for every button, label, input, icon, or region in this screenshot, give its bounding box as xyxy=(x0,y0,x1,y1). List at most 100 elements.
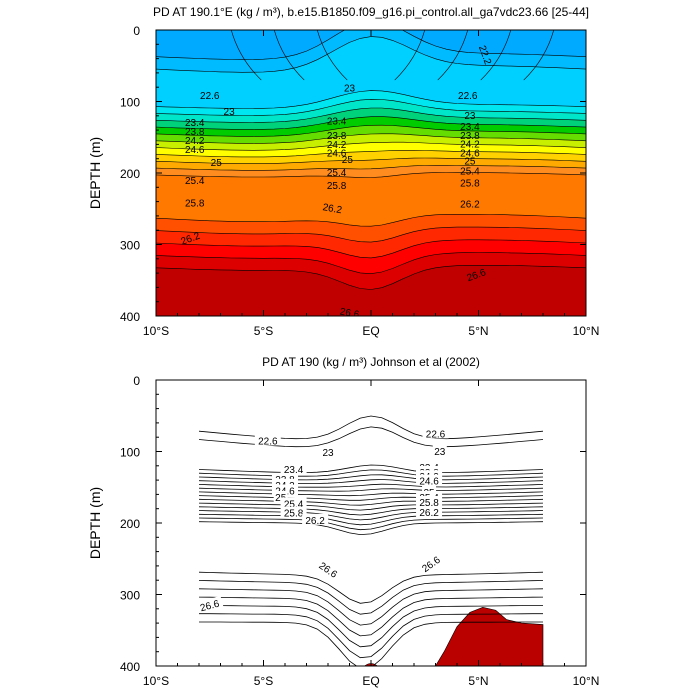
contour-label-bg xyxy=(280,463,307,475)
contour-label-text: 25.8 xyxy=(185,199,205,210)
x-tick-label: 5°S xyxy=(254,674,273,688)
contour-label-text: 23 xyxy=(464,111,476,122)
contour-label-text: 25.4 xyxy=(284,499,304,510)
contour-line xyxy=(198,596,544,637)
contour-label: 26.2 xyxy=(416,505,443,519)
contour-line xyxy=(437,30,469,81)
model-y-axis: 0 100 200 300 400 xyxy=(120,24,586,324)
contour-label-text: 26.6 xyxy=(199,598,221,614)
contour-label-bg xyxy=(315,556,343,581)
contour-line xyxy=(156,36,586,73)
y-tick-label: 100 xyxy=(120,446,140,460)
contour-label-text: 22.6 xyxy=(200,91,220,102)
contour-line xyxy=(230,30,262,81)
observation-panel-title: PD AT 190 (kg / m³) Johnson et al (2002) xyxy=(262,355,480,369)
contour-line xyxy=(480,30,512,81)
contour-label: 25.4 xyxy=(280,497,307,510)
y-tick-label: 300 xyxy=(120,239,140,253)
y-tick-label: 300 xyxy=(120,589,140,603)
x-tick-label: 5°N xyxy=(468,324,488,338)
contour-label-text: 24.2 xyxy=(327,140,347,151)
contour-label-text: 25.8 xyxy=(419,498,439,509)
x-tick-label: EQ xyxy=(362,324,379,338)
contour-line xyxy=(156,141,586,151)
contour-line xyxy=(156,30,586,60)
contour-line xyxy=(156,226,586,243)
contour-line xyxy=(394,30,426,81)
contour-line xyxy=(156,98,586,116)
contour-label-text: 24.6 xyxy=(419,477,439,488)
contour-label-text: 26.2 xyxy=(419,508,439,519)
contour-line xyxy=(198,464,544,474)
contour-label-text: 23 xyxy=(224,107,236,118)
contour-label: 25.4 xyxy=(185,176,205,187)
contour-label-text: 24.6 xyxy=(460,149,480,160)
contour-label: 24.6 xyxy=(416,474,443,488)
contour-label: 25.8 xyxy=(280,506,307,520)
contour-line xyxy=(156,107,586,123)
contour-label: 25.8 xyxy=(327,181,347,192)
y-tick-label: 400 xyxy=(120,310,140,324)
contour-line xyxy=(198,474,544,481)
contour-label-text: 23.8 xyxy=(327,131,347,142)
contour-line xyxy=(156,124,586,137)
contour-line xyxy=(198,487,544,492)
contour-label: 25.8 xyxy=(460,179,480,190)
contour-label-bg xyxy=(273,490,288,502)
contour-line xyxy=(156,90,586,109)
contour-line xyxy=(198,426,544,448)
x-tick-label: 5°N xyxy=(468,674,488,688)
model-y-axis-label: DEPTH (m) xyxy=(87,137,103,209)
contour-label: 23 xyxy=(224,107,236,118)
contour-label-text: 26.2 xyxy=(305,516,325,527)
contour-label: 25.4 xyxy=(460,167,480,178)
contour-line xyxy=(156,214,586,227)
contour-line xyxy=(198,506,544,516)
contour-label-bg xyxy=(272,473,298,485)
observation-panel: PD AT 190 (kg / m³) Johnson et al (2002)… xyxy=(87,355,599,688)
contour-label-bg xyxy=(416,474,443,486)
contour-label-text: 26.2 xyxy=(322,202,344,216)
contour-label-text: 25.4 xyxy=(327,168,347,179)
contour-line xyxy=(156,116,586,130)
contour-label-text: 23 xyxy=(322,448,334,459)
contour-label-text: 22.6 xyxy=(426,429,446,440)
contour-label-bg xyxy=(416,505,443,517)
contour-label: 25.4 xyxy=(327,168,347,179)
contour-label: 26.6 xyxy=(416,551,445,576)
x-tick-label: 5°S xyxy=(254,324,273,338)
contour-label-text: 23.4 xyxy=(460,122,480,133)
y-tick-label: 200 xyxy=(120,517,140,531)
contour-label-text: 23.4 xyxy=(185,118,205,129)
contour-label-bg xyxy=(302,513,329,525)
contour-label: 22.6 xyxy=(200,91,220,102)
x-tick-label: 10°N xyxy=(573,324,600,338)
contour-line xyxy=(198,495,544,501)
y-tick-label: 0 xyxy=(133,374,140,388)
contour-line xyxy=(156,172,586,178)
contour-label-text: 25 xyxy=(211,158,223,169)
contour-line xyxy=(156,165,586,171)
contour-line xyxy=(198,498,544,506)
contour-label: 23 xyxy=(464,111,476,122)
x-tick-label: 10°S xyxy=(143,324,169,338)
contour-label-text: 23.4 xyxy=(284,465,304,476)
contour-label: 22.6 xyxy=(422,427,449,440)
contour-label-bg xyxy=(254,434,281,446)
observation-x-axis: 10°S 5°S EQ 5°N 10°N xyxy=(143,380,599,688)
contour-label: 23.4 xyxy=(460,122,480,133)
contour-label: 26.6 xyxy=(195,595,224,614)
contour-line xyxy=(156,239,586,259)
contour-label: 25 xyxy=(464,157,476,168)
contour-label: 23.8 xyxy=(185,127,205,138)
contour-label: 24.6 xyxy=(327,149,347,160)
contour-label-text: 25.8 xyxy=(284,509,304,520)
contour-line xyxy=(199,613,543,659)
contour-label: 25.8 xyxy=(185,199,205,210)
contour-label: 24.6 xyxy=(185,145,205,156)
contour-label-text: 24.2 xyxy=(460,139,480,150)
contour-label-bg xyxy=(422,427,449,439)
contour-label: 23.8 xyxy=(460,131,480,142)
